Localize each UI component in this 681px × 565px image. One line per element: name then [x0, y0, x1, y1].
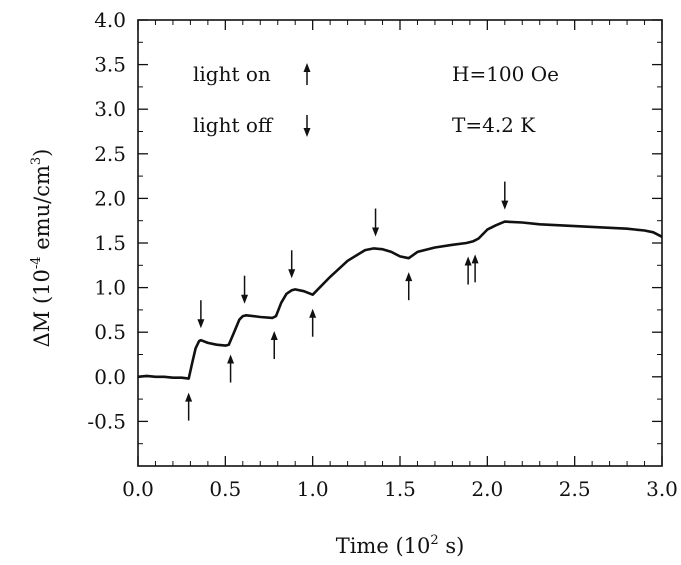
field-annotation: H=100 Oe [452, 62, 559, 86]
legend-arrows [303, 63, 311, 137]
light-on-arrow-head [405, 272, 413, 282]
x-tick-label: 2.5 [559, 477, 591, 501]
light-off-arrow-head [197, 319, 205, 329]
x-axis-label-main: Time (10 [336, 534, 431, 558]
x-tick-label: 1.0 [297, 477, 329, 501]
arrow-markers [185, 181, 509, 421]
light-on-arrow-head [464, 256, 472, 266]
y-tick-labels: -0.5 0.0 0.5 1.0 1.5 2.0 2.5 3.0 3.5 4.0 [87, 8, 126, 433]
y-axis-label-end: ) [30, 149, 54, 157]
y-tick-label: 3.0 [94, 97, 126, 121]
y-tick-label: -0.5 [87, 409, 126, 433]
y-tick-label: 2.0 [94, 186, 126, 210]
legend-down-arrow-head [303, 128, 311, 137]
x-tick-label: 3.0 [646, 477, 678, 501]
plot-frame [137, 19, 663, 467]
y-tick-label: 2.5 [94, 142, 126, 166]
x-axis-label: Time (102 s) [336, 533, 465, 558]
y-axis-label-sup1: -4 [29, 256, 44, 269]
x-axis-label-sup: 2 [430, 533, 438, 548]
x-tick-label: 2.0 [471, 477, 503, 501]
y-tick-label: 0.0 [94, 365, 126, 389]
legend-light-on-label: light on [193, 62, 271, 86]
axis-ticks [137, 19, 663, 466]
light-on-arrow-head [227, 354, 235, 364]
light-off-arrow-head [501, 200, 509, 210]
temperature-annotation: T=4.2 K [452, 113, 536, 137]
light-off-arrow-head [372, 227, 380, 237]
light-on-arrow-head [309, 308, 317, 318]
y-axis-label-sup2: 3 [29, 157, 44, 165]
y-tick-label: 1.5 [94, 231, 126, 255]
legend-light-off-label: light off [193, 113, 274, 137]
y-tick-label: 1.0 [94, 276, 126, 300]
x-tick-label: 0.5 [209, 477, 241, 501]
y-axis-label-main: ΔM (10 [30, 269, 54, 347]
light-off-arrow-head [288, 269, 296, 279]
data-series [137, 220, 663, 380]
x-tick-label: 1.5 [384, 477, 416, 501]
y-axis-label: ΔM (10-4 emu/cm3) [29, 149, 54, 348]
legend-up-arrow-head [303, 63, 311, 72]
x-tick-labels: 0.0 0.5 1.0 1.5 2.0 2.5 3.0 [122, 477, 678, 501]
x-axis-label-end: s) [439, 534, 465, 558]
x-tick-label: 0.0 [122, 477, 154, 501]
y-tick-label: 3.5 [94, 53, 126, 77]
light-off-arrow-head [241, 294, 249, 304]
light-on-arrow-head [471, 254, 479, 264]
light-on-arrow-head [270, 331, 278, 341]
y-axis-label-mid: emu/cm [30, 165, 54, 256]
light-on-arrow-head [185, 392, 193, 402]
y-tick-label: 4.0 [94, 8, 126, 32]
y-tick-label: 0.5 [94, 320, 126, 344]
series-line [137, 220, 663, 380]
